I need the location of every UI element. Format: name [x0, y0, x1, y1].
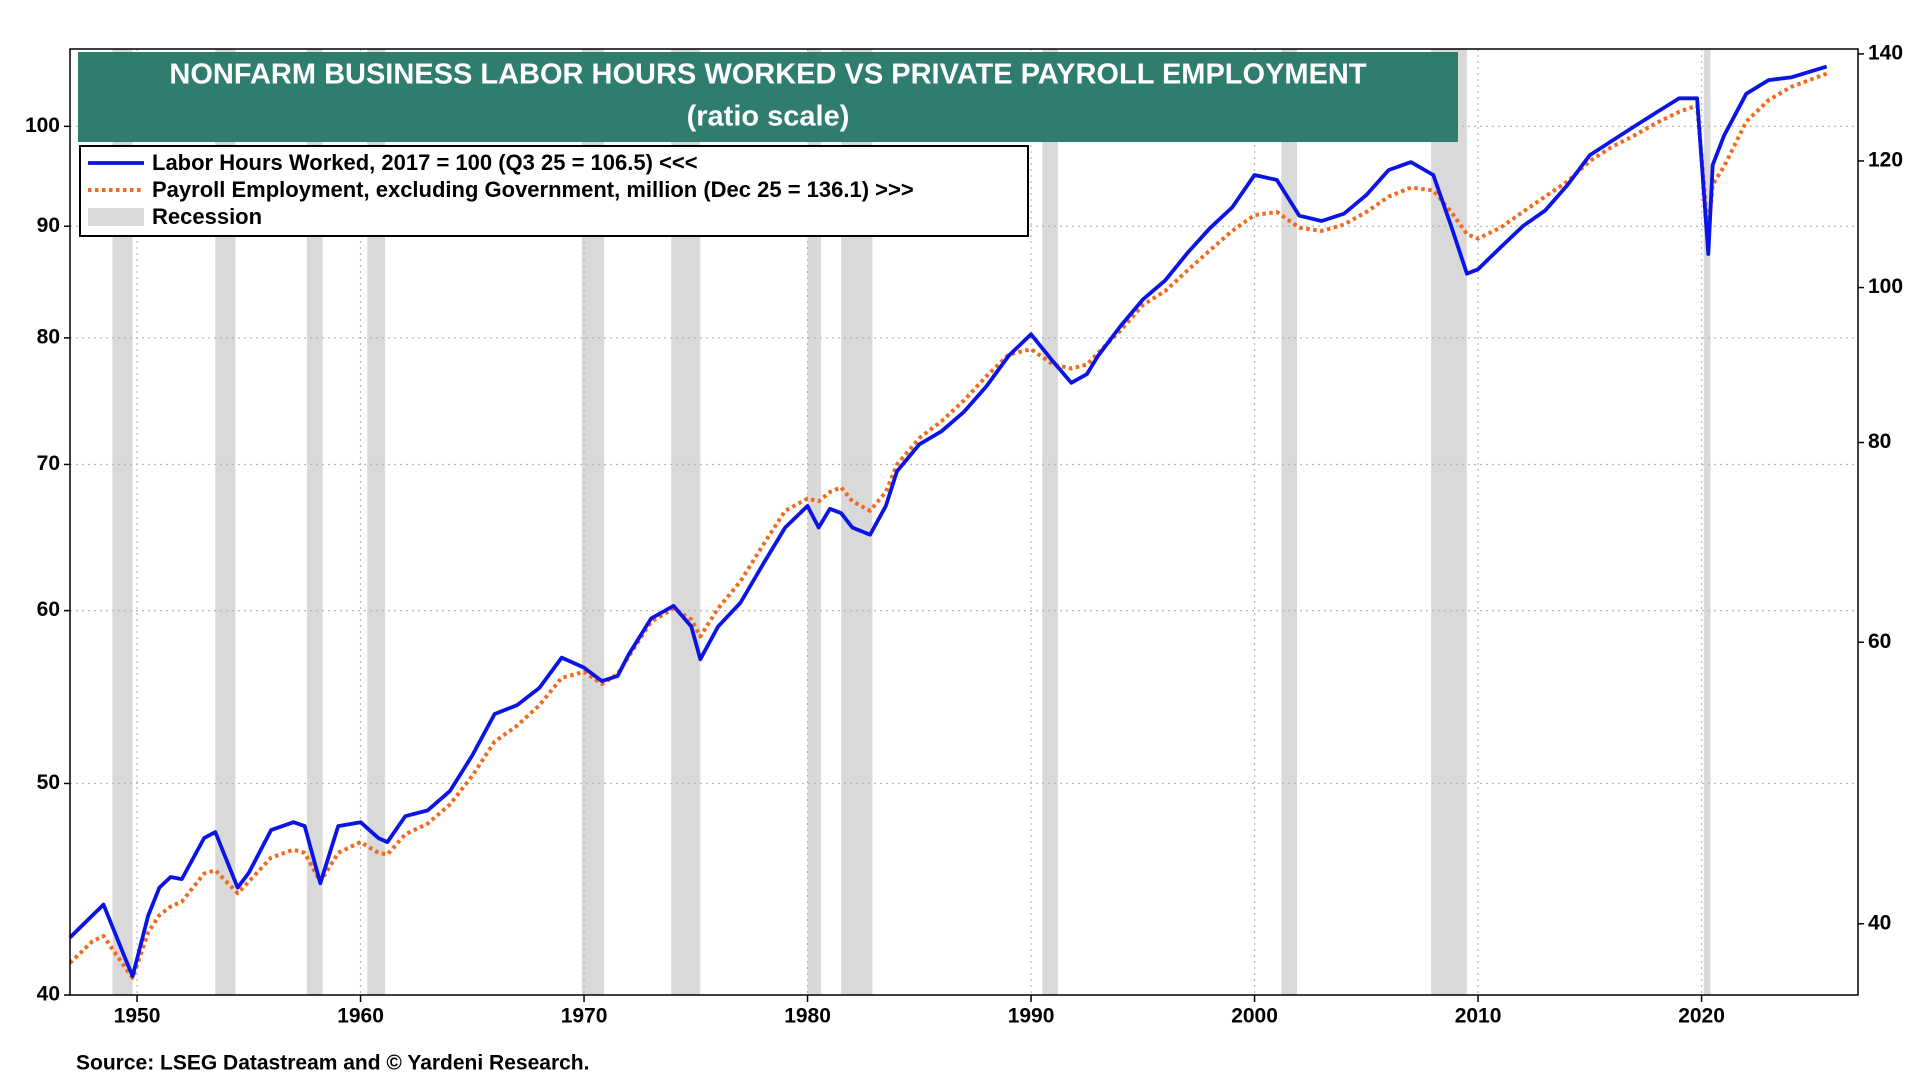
recession-band — [581, 49, 605, 995]
recession-band — [1703, 49, 1711, 995]
legend: Labor Hours Worked, 2017 = 100 (Q3 25 = … — [88, 150, 914, 229]
y2-tick-label: 40 — [1868, 911, 1891, 934]
x-tick-label: 1980 — [784, 1005, 831, 1028]
recession-band — [112, 49, 133, 995]
recession-band — [1281, 49, 1298, 995]
recession-band — [1431, 49, 1467, 995]
recession-band — [306, 49, 323, 995]
title-box — [78, 52, 1458, 142]
y2-tick-label: 80 — [1868, 430, 1891, 453]
x-tick-label: 2010 — [1455, 1005, 1502, 1028]
line-layer — [68, 64, 1828, 980]
y2-tick-label: 60 — [1868, 630, 1891, 653]
y-tick-label: 80 — [37, 325, 60, 348]
y-tick-label: 60 — [37, 598, 60, 621]
legend-swatch — [88, 208, 144, 226]
chart-subtitle: (ratio scale) — [687, 101, 850, 133]
series-line — [68, 64, 1828, 979]
recession-band — [1042, 49, 1058, 995]
plot-frame — [69, 48, 1859, 996]
y2-tick-label: 120 — [1868, 149, 1903, 172]
y-tick-label: 100 — [25, 114, 60, 137]
chart-title: NONFARM BUSINESS LABOR HOURS WORKED VS P… — [169, 59, 1366, 91]
y-tick-label: 40 — [37, 983, 60, 1006]
recession-band — [215, 49, 236, 995]
x-tick-label: 2000 — [1231, 1005, 1278, 1028]
x-tick-label: 2020 — [1678, 1005, 1725, 1028]
y-tick-label: 50 — [37, 771, 60, 794]
x-tick-label: 1970 — [561, 1005, 608, 1028]
legend-box — [79, 145, 1029, 237]
legend-label: Recession — [152, 204, 262, 229]
x-tick-label: 1950 — [114, 1005, 161, 1028]
y-tick-label: 90 — [37, 214, 60, 237]
y-tick-label: 70 — [37, 452, 60, 475]
legend-label: Payroll Employment, excluding Government… — [152, 177, 914, 202]
series-line — [68, 71, 1828, 980]
x-tick-label: 1990 — [1008, 1005, 1055, 1028]
y2-tick-label: 100 — [1868, 275, 1903, 298]
recession-band — [367, 49, 386, 995]
source-note: Source: LSEG Datastream and © Yardeni Re… — [76, 1052, 589, 1075]
y2-tick-label: 140 — [1868, 41, 1903, 64]
x-tick-label: 1960 — [337, 1005, 384, 1028]
legend-label: Labor Hours Worked, 2017 = 100 (Q3 25 = … — [152, 150, 698, 175]
